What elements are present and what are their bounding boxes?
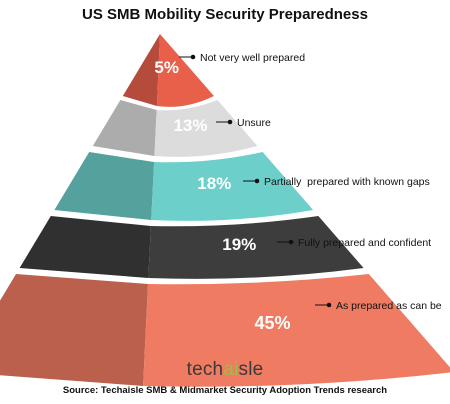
- segment-4: [148, 216, 364, 279]
- chart-title: US SMB Mobility Security Preparedness: [82, 6, 368, 23]
- segment-side-3: [54, 152, 155, 220]
- segment-1: [156, 34, 214, 107]
- segment-side-1: [122, 34, 160, 106]
- segment-value-1: 5%: [154, 58, 179, 77]
- segment-label-1: Not very well prepared: [200, 52, 305, 64]
- leader-dot-5: [326, 302, 332, 308]
- segment-2: [154, 100, 258, 157]
- segment-value-4: 19%: [222, 235, 256, 254]
- segment-side-4: [19, 216, 151, 278]
- techaisle-logo: techaisle: [0, 359, 450, 381]
- segment-label-5: As prepared as can be: [336, 300, 442, 312]
- segment-value-2: 13%: [173, 116, 207, 135]
- leader-dot-2: [227, 119, 233, 125]
- segment-side-5: [0, 274, 148, 386]
- leader-dot-4: [288, 239, 294, 245]
- segment-label-4: Fully prepared and confident: [298, 237, 431, 249]
- logo-text: techaisle: [186, 359, 264, 380]
- segment-side-2: [92, 100, 157, 156]
- segment-3: [151, 152, 314, 221]
- segment-5: [143, 274, 450, 387]
- segment-label-3: Partially prepared with known gaps: [264, 176, 430, 188]
- segment-value-3: 18%: [197, 174, 231, 193]
- leader-dot-3: [254, 178, 260, 184]
- leader-dot-1: [190, 54, 196, 60]
- segment-label-2: Unsure: [237, 117, 271, 129]
- segment-value-5: 45%: [254, 313, 290, 333]
- source-note: Source: Techaisle SMB & Midmarket Securi…: [62, 385, 388, 396]
